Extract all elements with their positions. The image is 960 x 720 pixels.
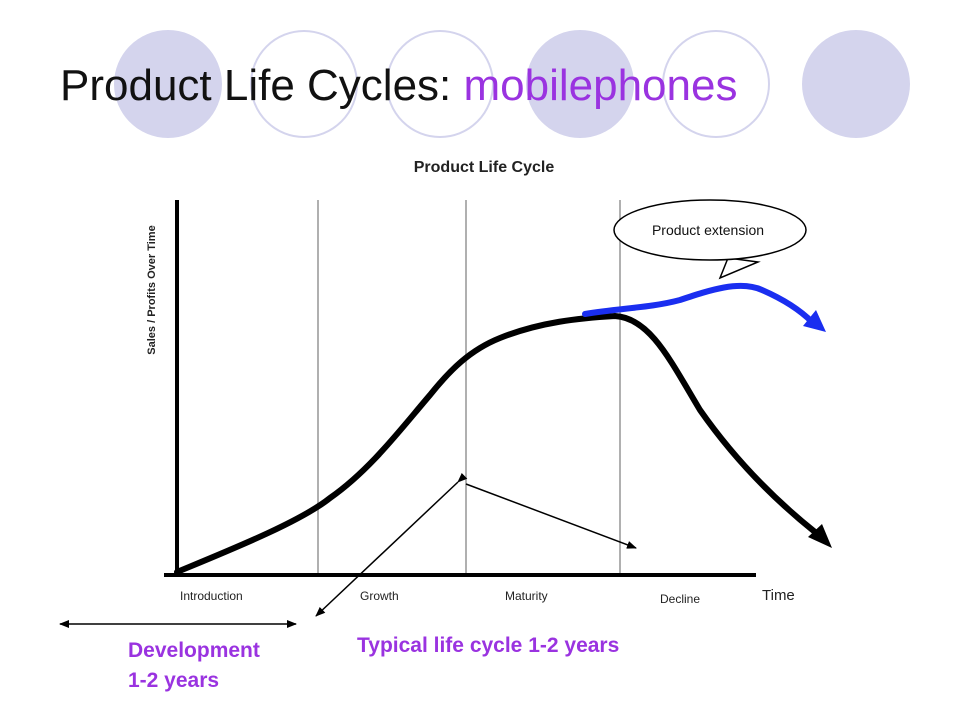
development-caption: Development 1-2 years [128,636,260,696]
stage-label-decline: Decline [660,592,700,606]
x-axis-label: Time [762,587,795,604]
decor-circle [386,30,494,138]
decor-circle [662,30,770,138]
stage-label-growth: Growth [360,589,399,603]
decor-circle [526,30,634,138]
product-extension-arrowhead [803,310,826,332]
product-extension-callout: Product extension [613,199,807,280]
decorative-circles [0,0,960,142]
y-axis-label: Sales / Profits Over Time [146,225,158,354]
title-accent: mobilephones [463,61,738,110]
life-cycle-arrowhead [808,524,832,548]
product-extension-curve [582,282,815,325]
development-caption-line2: 1-2 years [128,669,220,692]
development-caption-line1: Development [128,639,260,662]
typical-cycle-arrow-right [465,483,637,549]
diagram-title: Product Life Cycle [414,159,555,176]
title-main: Product Life Cycles: [60,61,464,110]
typical-cycle-arrow-left [315,472,468,617]
life-cycle-curve [174,312,818,575]
slide-title: Product Life Cycles: mobilephones [60,61,738,110]
decor-circle [114,30,222,138]
callout-text: Product extension [652,222,764,238]
stage-label-introduction: Introduction [180,589,243,603]
decor-circle [802,30,910,138]
stage-label-maturity: Maturity [505,589,548,603]
typical-cycle-caption: Typical life cycle 1-2 years [357,634,620,657]
decor-circle [250,30,358,138]
